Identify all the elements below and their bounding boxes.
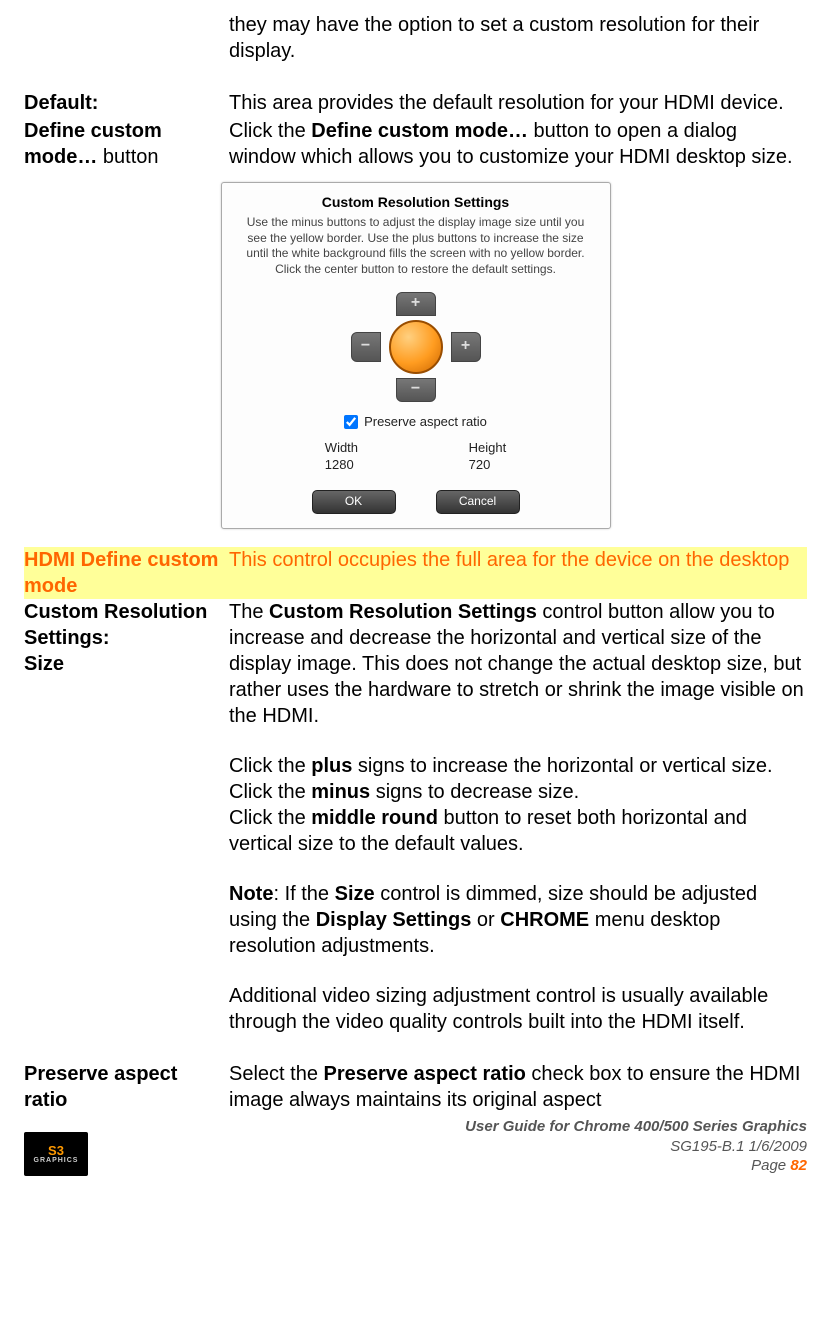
cr-p2b: plus bbox=[311, 755, 352, 777]
row-default: Default: This area provides the default … bbox=[24, 90, 807, 116]
cr-p3: Click the minus signs to decrease size. bbox=[229, 779, 807, 805]
row-define-custom: Define custom mode… button Click the Def… bbox=[24, 118, 807, 170]
footer-line1: User Guide for Chrome 400/500 Series Gra… bbox=[88, 1117, 807, 1137]
decrease-vertical-button[interactable]: − bbox=[396, 378, 436, 402]
ok-button[interactable]: OK bbox=[312, 490, 396, 514]
page-number: 82 bbox=[790, 1157, 807, 1174]
desc-define-custom: Click the Define custom mode… button to … bbox=[229, 118, 807, 170]
cr-p3b: minus bbox=[311, 781, 370, 803]
logo-top: S3 bbox=[48, 1144, 64, 1157]
increase-vertical-button[interactable]: + bbox=[396, 292, 436, 316]
dc-t1: Click the bbox=[229, 120, 311, 142]
plus-icon: + bbox=[461, 336, 470, 357]
minus-icon: − bbox=[411, 379, 420, 400]
cr-p1b: Custom Resolution Settings bbox=[269, 601, 537, 623]
label-hdmi-define: HDMI Define custom mode bbox=[24, 547, 229, 599]
label-preserve-aspect: Preserve aspect ratio bbox=[24, 1061, 229, 1113]
cr-p3a: Click the bbox=[229, 781, 311, 803]
decrease-horizontal-button[interactable]: − bbox=[351, 332, 381, 362]
s3-logo: S3 GRAPHICS bbox=[24, 1132, 88, 1176]
width-value: 1280 bbox=[325, 457, 358, 474]
row-preserve-aspect: Preserve aspect ratio Select the Preserv… bbox=[24, 1061, 807, 1113]
pr-d1: Select the bbox=[229, 1063, 324, 1085]
dialog-button-row: OK Cancel bbox=[240, 490, 592, 514]
width-col: Width 1280 bbox=[325, 440, 358, 474]
row-top-fragment: they may have the option to set a custom… bbox=[24, 12, 807, 88]
cr-p5g: CHROME bbox=[500, 909, 589, 931]
cr-p2: Click the plus signs to increase the hor… bbox=[229, 753, 807, 779]
desc-preserve-aspect: Select the Preserve aspect ratio check b… bbox=[229, 1061, 807, 1113]
footer-line2: SG195-B.1 1/6/2009 bbox=[88, 1137, 807, 1157]
logo-bottom: GRAPHICS bbox=[34, 1157, 79, 1164]
dialog-title: Custom Resolution Settings bbox=[240, 193, 592, 211]
footer-page: Page 82 bbox=[88, 1156, 807, 1176]
height-label: Height bbox=[469, 440, 507, 457]
cr-p5: Note: If the Size control is dimmed, siz… bbox=[229, 881, 807, 959]
width-height-row: Width 1280 Height 720 bbox=[240, 440, 592, 474]
cr-p5e: Display Settings bbox=[316, 909, 472, 931]
cr-p2a: Click the bbox=[229, 755, 311, 777]
pr-d2: Preserve aspect ratio bbox=[324, 1063, 526, 1085]
height-value: 720 bbox=[469, 457, 507, 474]
preserve-aspect-row: Preserve aspect ratio bbox=[240, 414, 592, 431]
custom-resolution-dialog: Custom Resolution Settings Use the minus… bbox=[221, 182, 611, 529]
cr-p1a: The bbox=[229, 601, 269, 623]
dialog-figure-wrapper: Custom Resolution Settings Use the minus… bbox=[24, 182, 807, 529]
width-label: Width bbox=[325, 440, 358, 457]
cancel-button[interactable]: Cancel bbox=[436, 490, 520, 514]
label-default: Default: bbox=[24, 90, 229, 116]
desc-default-text: This area provides the default resolutio… bbox=[229, 90, 807, 116]
reset-center-button[interactable] bbox=[389, 320, 443, 374]
page-label: Page bbox=[751, 1157, 790, 1174]
label-custom-res: Custom Resolution Settings: Size bbox=[24, 599, 229, 1059]
row-custom-res-size: Custom Resolution Settings: Size The Cus… bbox=[24, 599, 807, 1059]
page-footer: S3 GRAPHICS User Guide for Chrome 400/50… bbox=[24, 1117, 807, 1176]
minus-icon: − bbox=[361, 336, 370, 357]
cr-p4a: Click the bbox=[229, 807, 311, 829]
preserve-aspect-checkbox[interactable] bbox=[344, 415, 358, 429]
cr-p1: The Custom Resolution Settings control b… bbox=[229, 599, 807, 729]
desc-hdmi-define: This control occupies the full area for … bbox=[229, 547, 807, 599]
cr-p4b: middle round bbox=[311, 807, 438, 829]
size-controller: + − − + bbox=[341, 292, 491, 402]
preserve-text: Select the Preserve aspect ratio check b… bbox=[229, 1061, 807, 1113]
cr-p6: Additional video sizing adjustment contr… bbox=[229, 983, 807, 1035]
empty-label bbox=[24, 12, 229, 88]
preserve-aspect-label: Preserve aspect ratio bbox=[364, 414, 487, 431]
dialog-desc: Use the minus buttons to adjust the disp… bbox=[240, 215, 592, 277]
increase-horizontal-button[interactable]: + bbox=[451, 332, 481, 362]
cr-p5a: Note bbox=[229, 883, 273, 905]
cr-p4: Click the middle round button to reset b… bbox=[229, 805, 807, 857]
cr-p2c: signs to increase the horizontal or vert… bbox=[352, 755, 772, 777]
footer-text: User Guide for Chrome 400/500 Series Gra… bbox=[88, 1117, 807, 1176]
plus-icon: + bbox=[411, 293, 420, 314]
cr-p5f: or bbox=[471, 909, 500, 931]
cr-p5c: Size bbox=[335, 883, 375, 905]
cancel-label: Cancel bbox=[459, 494, 496, 510]
row-hdmi-define-heading: HDMI Define custom mode This control occ… bbox=[24, 547, 807, 599]
top-fragment-desc: they may have the option to set a custom… bbox=[229, 12, 807, 88]
top-fragment-text: they may have the option to set a custom… bbox=[229, 12, 807, 64]
desc-define-custom-text: Click the Define custom mode… button to … bbox=[229, 118, 807, 170]
label-define-custom: Define custom mode… button bbox=[24, 118, 229, 170]
dc-b1: Define custom mode… bbox=[311, 120, 528, 142]
desc-custom-res: The Custom Resolution Settings control b… bbox=[229, 599, 807, 1059]
cr-p3c: signs to decrease size. bbox=[370, 781, 579, 803]
cr-p5b: : If the bbox=[273, 883, 334, 905]
label-define-custom-normal: button bbox=[97, 146, 158, 168]
desc-default: This area provides the default resolutio… bbox=[229, 90, 807, 116]
height-col: Height 720 bbox=[469, 440, 507, 474]
ok-label: OK bbox=[345, 494, 362, 510]
